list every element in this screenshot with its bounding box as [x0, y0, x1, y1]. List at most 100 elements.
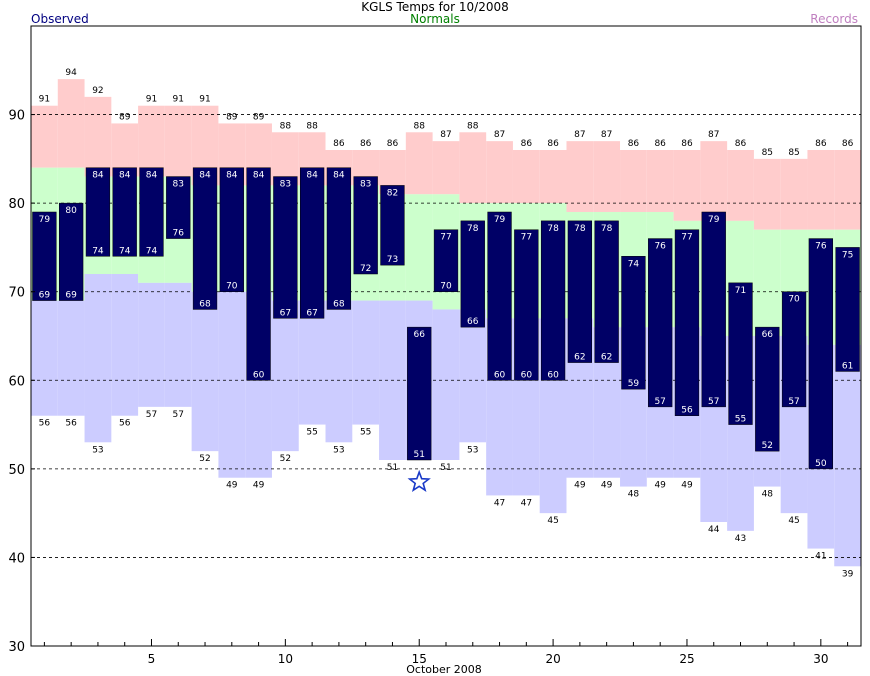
observed-bar — [540, 220, 566, 381]
observed-bar — [380, 185, 405, 266]
observed-low-label: 74 — [146, 246, 158, 256]
observed-high-label: 84 — [146, 171, 158, 181]
record-high-label: 86 — [387, 139, 399, 149]
record-high-label: 87 — [574, 130, 585, 140]
observed-high-label: 78 — [467, 224, 479, 234]
observed-high-label: 78 — [547, 224, 559, 234]
record-high-label: 87 — [440, 130, 451, 140]
record-high-label: 88 — [306, 121, 318, 131]
normal-band — [753, 229, 781, 336]
record-low-band — [459, 309, 487, 443]
observed-high-label: 84 — [333, 171, 345, 181]
record-low-label: 47 — [494, 498, 505, 508]
record-low-label: 48 — [628, 490, 640, 500]
normal-band — [405, 194, 433, 301]
record-low-label: 49 — [574, 481, 586, 491]
record-low-label: 41 — [815, 552, 826, 562]
record-high-label: 86 — [842, 139, 854, 149]
record-high-label: 88 — [413, 121, 425, 131]
record-low-band — [57, 300, 85, 416]
record-high-band — [164, 105, 192, 177]
record-high-label: 86 — [735, 139, 747, 149]
record-low-band — [138, 282, 165, 407]
observed-bar — [835, 247, 860, 372]
observed-bar — [648, 238, 673, 408]
record-high-label: 88 — [280, 121, 292, 131]
observed-low-label: 60 — [547, 370, 559, 380]
y-tick-label: 30 — [8, 640, 25, 655]
observed-low-label: 69 — [65, 291, 77, 301]
record-high-label: 86 — [333, 139, 345, 149]
record-high-band — [646, 150, 674, 212]
record-high-label: 86 — [681, 139, 693, 149]
record-low-band — [84, 274, 112, 443]
observed-high-label: 79 — [39, 215, 51, 225]
observed-high-label: 84 — [253, 171, 265, 181]
observed-high-label: 75 — [842, 250, 853, 260]
observed-low-label: 74 — [92, 246, 104, 256]
record-high-band — [57, 79, 85, 168]
record-low-band — [31, 300, 58, 416]
observed-high-label: 83 — [173, 180, 184, 190]
observed-low-label: 57 — [708, 397, 719, 407]
observed-low-label: 67 — [280, 308, 291, 318]
record-high-label: 86 — [654, 139, 666, 149]
observed-bar — [85, 167, 111, 257]
record-high-label: 94 — [65, 68, 77, 78]
y-tick-label: 40 — [8, 551, 25, 566]
observed-bar — [621, 256, 646, 390]
record-high-label: 87 — [601, 130, 612, 140]
record-low-label: 57 — [173, 410, 184, 420]
record-high-band — [673, 150, 701, 221]
record-high-label: 91 — [199, 95, 210, 105]
record-high-band — [834, 150, 861, 230]
observed-high-label: 79 — [708, 215, 720, 225]
record-low-label: 44 — [708, 525, 720, 535]
record-low-band — [432, 309, 460, 460]
observed-bar — [353, 176, 378, 275]
record-low-label: 49 — [226, 481, 238, 491]
observed-high-label: 83 — [280, 180, 291, 190]
observed-high-label: 66 — [762, 330, 774, 340]
observed-low-label: 68 — [199, 299, 211, 309]
observed-high-label: 84 — [306, 171, 318, 181]
observed-high-label: 78 — [574, 224, 586, 234]
x-tick-label: 25 — [679, 652, 694, 666]
record-low-label: 49 — [601, 481, 613, 491]
record-high-band — [84, 96, 112, 177]
record-low-label: 39 — [842, 569, 854, 579]
record-high-label: 85 — [788, 148, 799, 158]
observed-low-label: 60 — [253, 370, 265, 380]
record-high-band — [753, 158, 781, 230]
observed-low-label: 72 — [360, 264, 371, 274]
observed-low-label: 70 — [226, 282, 238, 292]
observed-low-label: 62 — [574, 353, 585, 363]
observed-bar — [781, 291, 807, 408]
observed-bar — [487, 211, 512, 381]
observed-high-label: 79 — [494, 215, 506, 225]
observed-high-label: 84 — [226, 171, 238, 181]
chart-title: KGLS Temps for 10/2008 — [361, 0, 509, 14]
record-low-band — [298, 300, 326, 425]
observed-low-label: 55 — [735, 415, 746, 425]
y-tick-label: 90 — [8, 109, 25, 124]
record-low-label: 51 — [440, 463, 451, 473]
record-low-band — [325, 300, 353, 443]
record-low-label: 53 — [333, 445, 344, 455]
observed-bar — [674, 229, 700, 416]
record-high-label: 89 — [226, 112, 238, 122]
record-low-label: 45 — [547, 516, 558, 526]
record-low-label: 48 — [762, 490, 774, 500]
y-tick-label: 50 — [8, 463, 25, 478]
record-high-band — [31, 105, 58, 168]
observed-high-label: 83 — [360, 180, 371, 190]
record-high-band — [405, 132, 433, 195]
record-high-label: 89 — [119, 112, 131, 122]
observed-high-label: 77 — [440, 233, 451, 243]
observed-low-label: 60 — [521, 370, 533, 380]
record-low-band — [111, 274, 139, 416]
observed-bar — [219, 167, 244, 292]
record-high-band — [727, 150, 754, 221]
y-tick-label: 80 — [8, 197, 25, 212]
observed-low-label: 51 — [413, 450, 424, 460]
